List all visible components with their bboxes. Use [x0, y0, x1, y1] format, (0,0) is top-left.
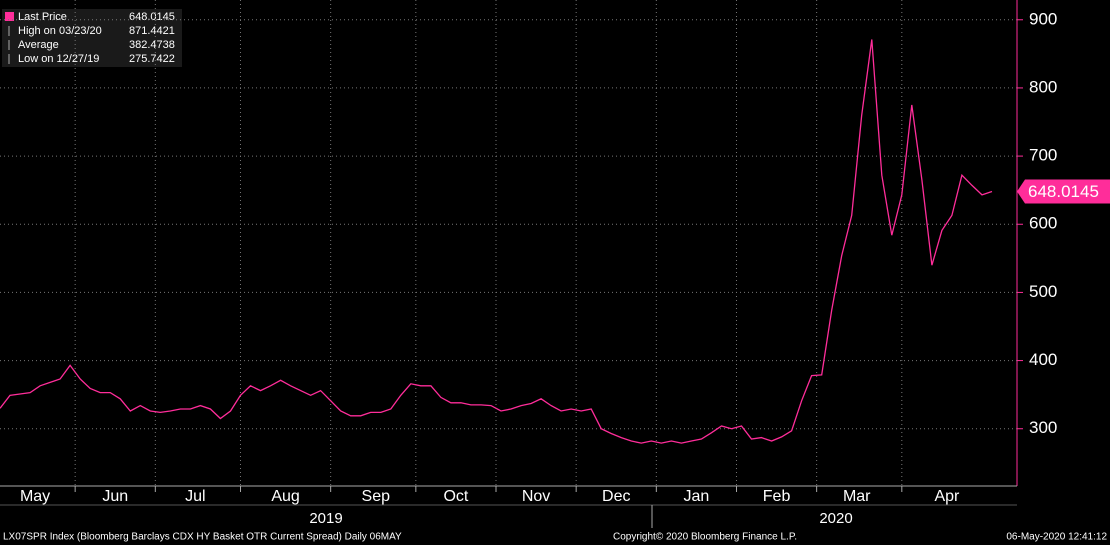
legend-stat-label: High on 03/23/20 — [18, 25, 102, 37]
legend-label: Last Price — [18, 11, 67, 23]
last-price-label: 648.0145 — [1028, 182, 1099, 201]
legend-stat-value: 871.4421 — [129, 25, 175, 37]
x-tick-label: Oct — [443, 488, 468, 505]
footer-center: Copyright© 2020 Bloomberg Finance L.P. — [613, 532, 797, 543]
legend-stat-value: 275.7422 — [129, 53, 175, 65]
y-tick-label: 400 — [1029, 350, 1057, 369]
legend-value: 648.0145 — [129, 11, 175, 23]
x-tick-label: Dec — [602, 488, 630, 505]
legend-stat-label: Low on 12/27/19 — [18, 53, 99, 65]
year-label: 2019 — [309, 510, 342, 527]
legend: Last Price 648.0145 High on 03/23/20 871.44… — [2, 9, 182, 67]
legend-swatch — [5, 12, 14, 21]
last-price-tag — [1017, 179, 1110, 204]
y-tick-label: 700 — [1029, 146, 1057, 165]
x-tick-label: Aug — [271, 488, 299, 505]
year-label: 2020 — [819, 510, 852, 527]
x-tick-label: Jan — [684, 488, 710, 505]
x-tick-label: Jul — [185, 488, 205, 505]
y-tick-label: 600 — [1029, 214, 1057, 233]
legend-stat-label: Average — [18, 39, 59, 51]
x-tick-label: Sep — [362, 488, 391, 505]
y-tick-label: 900 — [1029, 9, 1057, 28]
x-tick-label: Nov — [522, 488, 550, 505]
x-tick-label: May — [20, 488, 50, 505]
legend-box — [2, 9, 182, 67]
y-tick-label: 800 — [1029, 77, 1057, 96]
x-tick-label: Feb — [763, 488, 791, 505]
x-tick-label: Apr — [934, 488, 960, 505]
footer-left: LX07SPR Index (Bloomberg Barclays CDX HY… — [3, 532, 402, 543]
legend-stat-value: 382.4738 — [129, 39, 175, 51]
footer-right: 06-May-2020 12:41:12 — [1006, 532, 1107, 543]
x-tick-label: Mar — [843, 488, 871, 505]
price-line — [0, 39, 993, 444]
y-tick-label: 500 — [1029, 282, 1057, 301]
y-tick-label: 300 — [1029, 418, 1057, 437]
x-tick-label: Jun — [102, 488, 128, 505]
